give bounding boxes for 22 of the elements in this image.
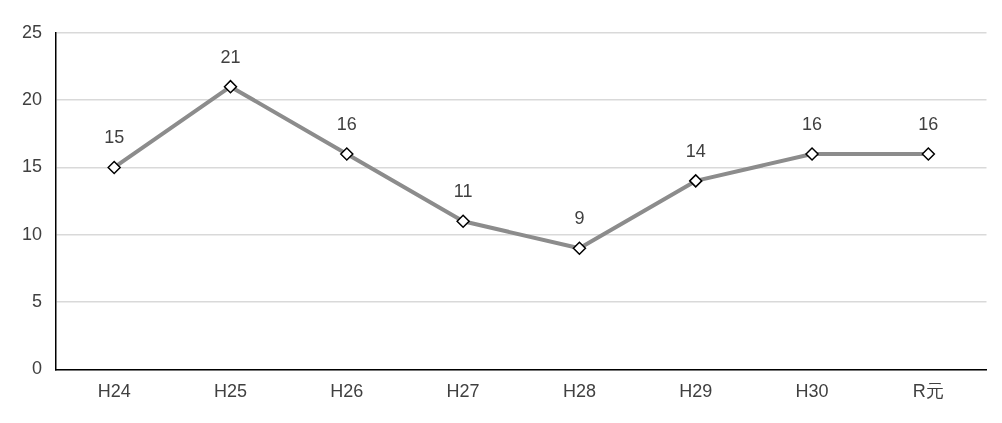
x-tick-label: H24 bbox=[97, 381, 131, 402]
y-tick-label: 20 bbox=[21, 89, 43, 110]
data-label: 16 bbox=[802, 113, 823, 134]
y-tick-label: 15 bbox=[21, 156, 43, 177]
x-tick-label: H25 bbox=[213, 381, 247, 402]
x-tick-label: H27 bbox=[446, 381, 480, 402]
data-label: 16 bbox=[336, 113, 357, 134]
y-tick-label: 5 bbox=[32, 291, 43, 312]
x-tick-label: H29 bbox=[679, 381, 713, 402]
y-tick-label: 0 bbox=[32, 358, 43, 379]
y-tick-label: 10 bbox=[21, 223, 43, 244]
data-label: 21 bbox=[220, 46, 241, 67]
x-tick-label: H30 bbox=[795, 381, 829, 402]
data-label: 9 bbox=[574, 208, 585, 229]
x-tick-label: R元 bbox=[912, 381, 944, 402]
x-tick-label: H26 bbox=[330, 381, 364, 402]
data-label: 15 bbox=[104, 127, 125, 148]
data-label: 11 bbox=[453, 181, 473, 202]
y-tick-label: 25 bbox=[21, 21, 43, 42]
data-label: 16 bbox=[918, 113, 939, 134]
x-tick-label: H28 bbox=[562, 381, 596, 402]
data-label: 14 bbox=[685, 140, 706, 161]
